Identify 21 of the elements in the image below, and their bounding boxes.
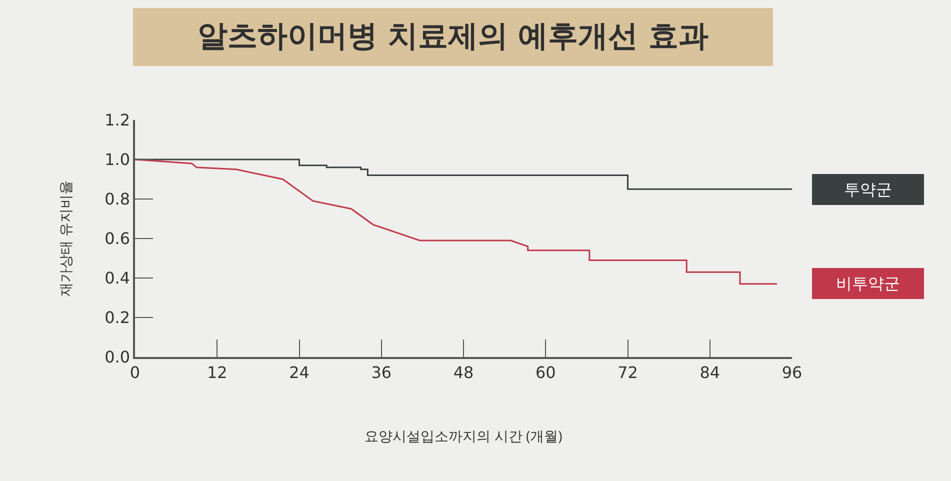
- y-tick-label: 0.6: [104, 229, 130, 248]
- x-tick-label: 96: [782, 362, 802, 382]
- text: 투약군: [844, 180, 892, 199]
- y-tick-label: 1.2: [104, 110, 130, 130]
- x-tick-label: 12: [206, 362, 228, 382]
- text: 비투약군: [836, 274, 900, 293]
- y-tick-label: 1.0: [104, 150, 130, 170]
- x-tick-label: 60: [535, 362, 556, 382]
- line-series: [135, 158, 778, 285]
- x-axis-title: 요양시설입소까지의 시간 (개월): [364, 426, 562, 446]
- y-tick-label: 0.2: [104, 308, 130, 328]
- x-tick-label: 24: [289, 362, 310, 382]
- y-axis-title: 재가상태 유지비율: [56, 180, 76, 296]
- x-tick-label: 0: [130, 362, 140, 382]
- x-tick-label: 84: [700, 362, 720, 382]
- y-tick-label: 0.8: [104, 190, 130, 209]
- x-tick-label: 36: [371, 362, 392, 382]
- x-tick-label: 48: [453, 362, 474, 382]
- y-tick-label: 0.0: [104, 348, 130, 367]
- y-tick-label: 0.4: [104, 268, 130, 288]
- x-tick-label: 72: [618, 362, 638, 382]
